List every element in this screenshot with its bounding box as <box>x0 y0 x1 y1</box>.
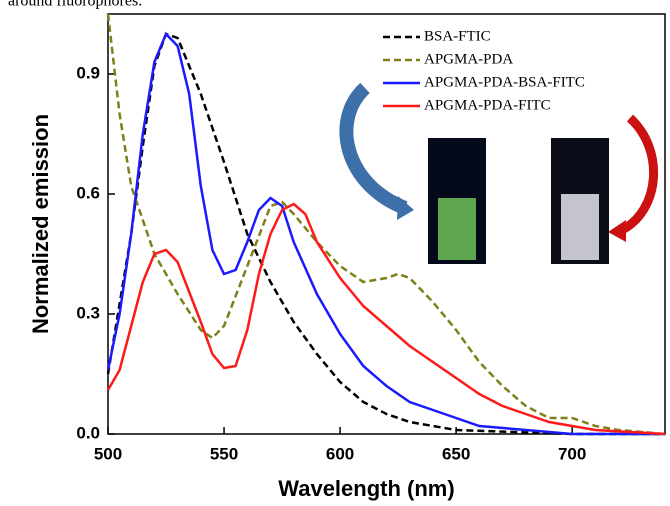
x-tick-label: 650 <box>442 444 470 463</box>
x-tick-label: 600 <box>326 444 354 463</box>
vial-liquid <box>561 194 599 260</box>
plot-frame <box>107 13 666 435</box>
y-tick-label: 0.9 <box>76 63 100 82</box>
legend-label: BSA-FTIC <box>424 28 491 44</box>
y-tick-label: 0.6 <box>76 183 100 202</box>
y-tick-label: 0.0 <box>76 423 100 442</box>
y-axis-label: Normalized emission <box>28 114 53 334</box>
arrow-head <box>397 196 414 220</box>
x-tick-label: 700 <box>558 444 586 463</box>
y-tick-label: 0.3 <box>76 303 100 322</box>
arrow-head <box>608 220 626 242</box>
inset <box>339 82 659 264</box>
x-axis-label: Wavelength (nm) <box>278 476 454 501</box>
legend-label: APGMA-PDA <box>424 51 513 67</box>
arrow <box>619 114 659 234</box>
arrow <box>339 82 408 215</box>
vial-liquid <box>438 198 476 260</box>
series-line <box>106 31 665 436</box>
legend-label: APGMA-PDA-BSA-FITC <box>424 74 585 90</box>
x-tick-label: 500 <box>94 444 122 463</box>
caption-fragment: around fluorophores. <box>8 0 142 10</box>
legend-label: APGMA-PDA-FITC <box>424 97 551 113</box>
x-tick-label: 550 <box>210 444 238 463</box>
series-line <box>106 13 666 436</box>
series-line <box>106 202 666 436</box>
